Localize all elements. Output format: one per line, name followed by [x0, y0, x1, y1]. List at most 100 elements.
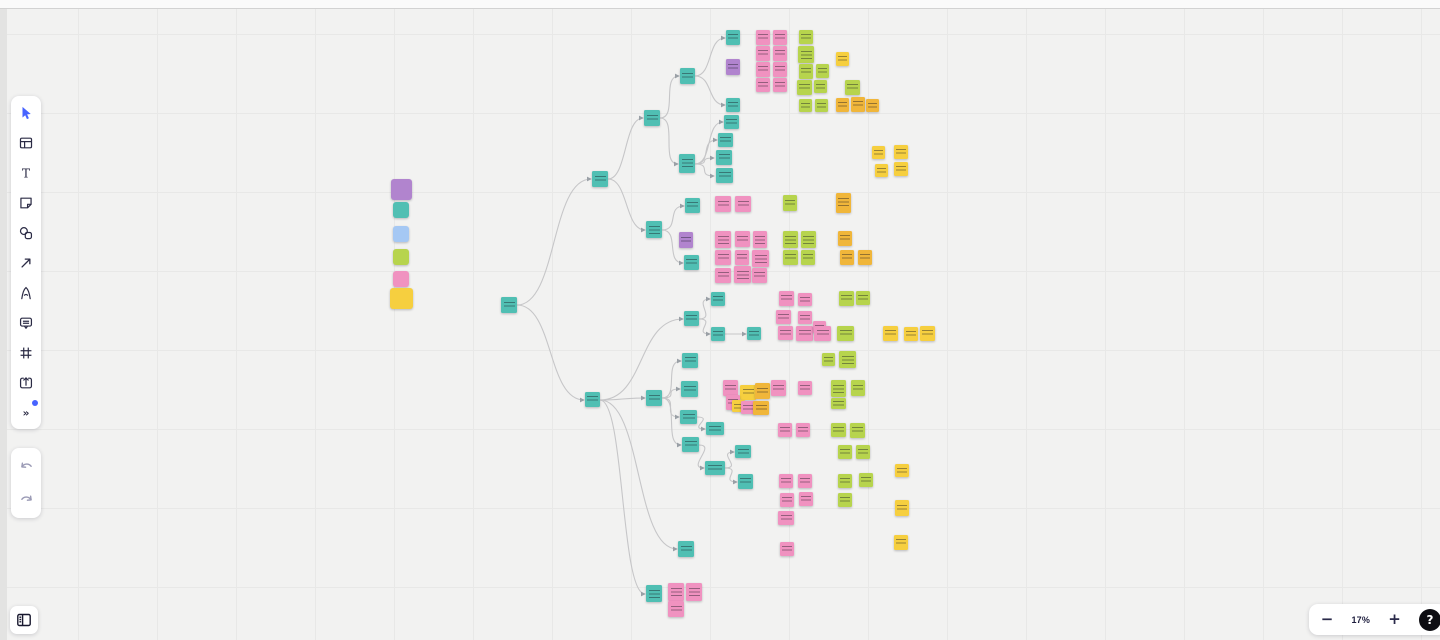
sticky-note[interactable]	[711, 327, 725, 341]
zoom-out-button[interactable]: −	[1320, 610, 1334, 628]
sticky-note[interactable]	[585, 392, 600, 407]
sticky-note[interactable]	[681, 381, 698, 397]
sticky-note[interactable]	[831, 398, 846, 409]
sticky-note[interactable]	[837, 326, 854, 341]
sticky-note[interactable]	[773, 78, 787, 92]
sticky-note[interactable]	[726, 59, 740, 75]
sticky-note[interactable]	[814, 326, 831, 341]
sticky-note[interactable]	[734, 266, 751, 283]
sticky-note[interactable]	[838, 493, 852, 507]
text-tool-button[interactable]: T	[15, 162, 37, 183]
sticky-note[interactable]	[872, 146, 885, 159]
zoom-level[interactable]: 17%	[1351, 614, 1371, 625]
sticky-note[interactable]	[859, 473, 873, 487]
sticky-note[interactable]	[783, 250, 798, 265]
upload-tool-button[interactable]	[15, 372, 37, 393]
sticky-note[interactable]	[680, 68, 695, 84]
sticky-note[interactable]	[875, 164, 888, 177]
sticky-note[interactable]	[679, 232, 693, 248]
sticky-note[interactable]	[799, 30, 813, 44]
sticky-note[interactable]	[858, 250, 872, 265]
sticky-note[interactable]	[680, 410, 697, 424]
sticky-note[interactable]	[705, 461, 725, 475]
sticky-note[interactable]	[644, 110, 660, 126]
sticky-note[interactable]	[684, 255, 699, 270]
sticky-note[interactable]	[839, 351, 856, 368]
sticky-note[interactable]	[778, 326, 793, 340]
sticky-note[interactable]	[796, 423, 810, 437]
sticky-note[interactable]	[735, 196, 751, 212]
sticky-note[interactable]	[773, 62, 787, 77]
sticky-note[interactable]	[780, 493, 794, 507]
sticky-note[interactable]	[815, 99, 828, 112]
more-tools-button[interactable]: »	[15, 400, 38, 423]
sticky-note[interactable]	[771, 380, 786, 396]
sticky-note[interactable]	[904, 327, 918, 341]
sticky-note[interactable]	[845, 80, 860, 95]
sticky-note[interactable]	[756, 46, 770, 61]
shapes-tool-button[interactable]	[15, 222, 37, 243]
sticky-note[interactable]	[894, 535, 908, 550]
sticky-note[interactable]	[831, 423, 846, 437]
sticky-note[interactable]	[646, 585, 662, 602]
sticky-note[interactable]	[895, 464, 909, 477]
sticky-note[interactable]	[851, 380, 865, 396]
legend-note[interactable]	[393, 202, 409, 218]
sticky-note[interactable]	[836, 52, 849, 66]
sticky-note[interactable]	[894, 162, 908, 176]
sticky-note[interactable]	[668, 601, 684, 617]
sticky-note[interactable]	[801, 250, 815, 265]
sticky-note[interactable]	[682, 353, 698, 368]
sticky-note[interactable]	[741, 401, 755, 414]
sticky-note[interactable]	[756, 62, 770, 77]
sticky-note[interactable]	[776, 310, 791, 324]
sticky-note[interactable]	[838, 231, 852, 246]
sticky-note[interactable]	[716, 150, 732, 165]
sticky-note-tool-button[interactable]	[15, 192, 37, 213]
sticky-note[interactable]	[920, 326, 935, 341]
sticky-note[interactable]	[798, 293, 812, 306]
template-tool-button[interactable]	[15, 132, 37, 153]
sticky-note[interactable]	[756, 78, 770, 92]
sidebar-toggle-button[interactable]	[10, 606, 38, 634]
sticky-note[interactable]	[773, 46, 787, 61]
sticky-note[interactable]	[735, 445, 751, 458]
sticky-note[interactable]	[752, 268, 767, 283]
sticky-note[interactable]	[866, 99, 879, 112]
sticky-note[interactable]	[801, 231, 816, 248]
sticky-note[interactable]	[715, 196, 731, 212]
sticky-note[interactable]	[684, 311, 699, 326]
sticky-note[interactable]	[778, 423, 792, 437]
sticky-note[interactable]	[783, 195, 797, 211]
sticky-note[interactable]	[755, 383, 770, 399]
zoom-in-button[interactable]: +	[1388, 610, 1401, 628]
sticky-note[interactable]	[735, 250, 749, 265]
sticky-note[interactable]	[840, 250, 854, 265]
sticky-note[interactable]	[816, 64, 829, 78]
sticky-note[interactable]	[783, 231, 798, 248]
sticky-note[interactable]	[773, 30, 787, 45]
sticky-note[interactable]	[678, 541, 694, 557]
sticky-note[interactable]	[646, 390, 662, 406]
sticky-note[interactable]	[668, 583, 684, 601]
sticky-note[interactable]	[679, 154, 695, 173]
sticky-note[interactable]	[724, 115, 739, 129]
sticky-note[interactable]	[740, 385, 756, 400]
sticky-note[interactable]	[779, 474, 793, 488]
undo-button[interactable]	[15, 456, 37, 477]
sticky-note[interactable]	[799, 64, 813, 79]
legend-note[interactable]	[393, 271, 409, 287]
sticky-note[interactable]	[682, 437, 699, 452]
sticky-note[interactable]	[752, 250, 769, 267]
sticky-note[interactable]	[723, 380, 738, 396]
sticky-note[interactable]	[822, 353, 835, 366]
sticky-note[interactable]	[798, 46, 814, 63]
sticky-note[interactable]	[592, 171, 608, 187]
sticky-note[interactable]	[738, 474, 753, 489]
legend-note[interactable]	[391, 179, 412, 200]
sticky-note[interactable]	[718, 133, 733, 147]
sticky-note[interactable]	[856, 291, 870, 305]
sticky-note[interactable]	[894, 145, 908, 159]
sticky-note[interactable]	[856, 445, 870, 459]
sticky-note[interactable]	[779, 291, 794, 306]
